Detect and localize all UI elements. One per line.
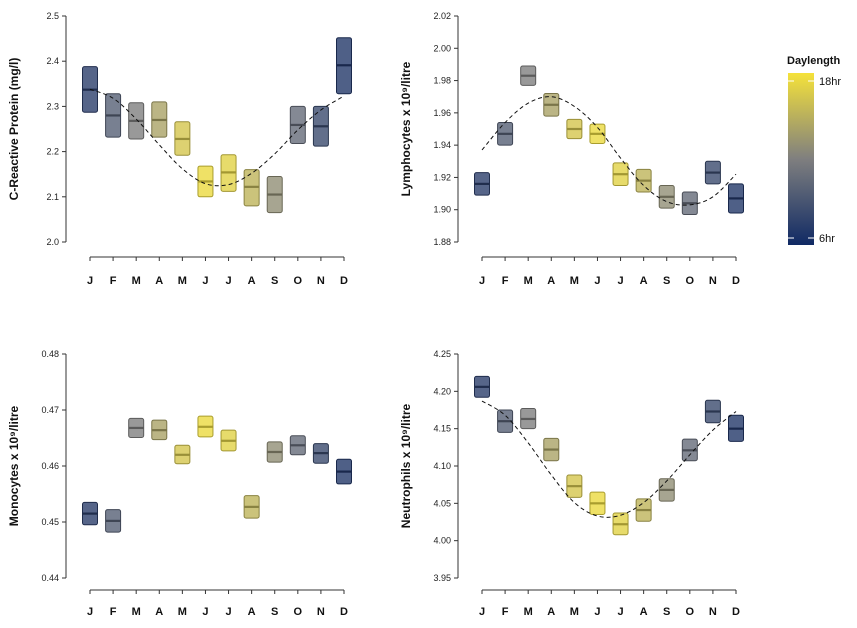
- y-axis-label: Lymphocytes x 10⁹/litre: [399, 61, 413, 196]
- y-tick-label: 4.00: [433, 536, 451, 546]
- panel-2: 1.88 1.90 1.92 1.94 1.96 1.98 2.00 2.02 Lymphocy…: [399, 11, 744, 287]
- month-label: A: [640, 275, 648, 287]
- month-label: M: [178, 275, 187, 287]
- y-tick-label: 1.96: [433, 108, 451, 118]
- fitted-curve: [89, 88, 345, 187]
- y-tick-label: 0.44: [41, 573, 59, 583]
- y-tick-label: 0.47: [41, 405, 59, 415]
- month-label: J: [479, 275, 485, 287]
- y-tick-label: 4.25: [433, 349, 451, 359]
- fitted-curve: [481, 400, 737, 518]
- month-label: A: [155, 275, 163, 287]
- month-label: D: [732, 606, 740, 618]
- month-label: A: [547, 275, 555, 287]
- month-label: D: [340, 275, 348, 287]
- month-label: S: [271, 275, 278, 287]
- y-tick-label: 0.45: [41, 517, 59, 527]
- fitted-curve: [481, 96, 737, 206]
- month-label: N: [709, 275, 717, 287]
- y-tick-label: 4.15: [433, 424, 451, 434]
- month-label: M: [570, 606, 579, 618]
- legend-title: Daylength: [787, 55, 840, 67]
- y-tick-label: 0.48: [41, 349, 59, 359]
- month-label: M: [178, 606, 187, 618]
- month-label: F: [502, 275, 509, 287]
- month-label: A: [155, 606, 163, 618]
- month-label: A: [248, 275, 256, 287]
- y-tick-label: 4.05: [433, 498, 451, 508]
- month-label: S: [271, 606, 278, 618]
- y-tick-label: 2.4: [46, 56, 59, 66]
- legend-colorbar: [788, 73, 814, 245]
- y-tick-label: 2.02: [433, 11, 451, 21]
- month-label: F: [110, 606, 117, 618]
- month-label: O: [686, 606, 695, 618]
- y-tick-label: 4.10: [433, 461, 451, 471]
- legend-low-label: 6hr: [819, 233, 835, 245]
- month-label: F: [110, 275, 117, 287]
- y-tick-label: 1.88: [433, 237, 451, 247]
- month-label: N: [709, 606, 717, 618]
- month-label: J: [617, 606, 623, 618]
- month-label: J: [594, 606, 600, 618]
- month-label: N: [317, 275, 325, 287]
- month-label: D: [340, 606, 348, 618]
- month-label: A: [640, 606, 648, 618]
- month-label: J: [594, 275, 600, 287]
- month-label: M: [570, 275, 579, 287]
- month-label: J: [479, 606, 485, 618]
- y-tick-label: 1.98: [433, 76, 451, 86]
- y-tick-label: 2.5: [46, 11, 59, 21]
- panel-1: 2.0 2.1 2.2 2.3 2.4 2.5 C-Reactive Protein (mg…: [7, 11, 352, 287]
- y-tick-label: 1.92: [433, 172, 451, 182]
- panel-4: 3.95 4.00 4.05 4.10 4.15 4.20 4.25 Neutrophils …: [399, 349, 744, 618]
- month-label: O: [686, 275, 695, 287]
- month-label: J: [225, 275, 231, 287]
- y-tick-label: 3.95: [433, 573, 451, 583]
- y-axis-label: Neutrophils x 10⁹/litre: [399, 403, 413, 528]
- month-label: N: [317, 606, 325, 618]
- y-tick-label: 2.1: [46, 192, 59, 202]
- month-label: M: [524, 275, 533, 287]
- month-label: M: [132, 606, 141, 618]
- month-label: M: [524, 606, 533, 618]
- month-label: J: [202, 275, 208, 287]
- y-axis-label: C-Reactive Protein (mg/l): [7, 58, 21, 201]
- month-label: S: [663, 606, 670, 618]
- daylength-legend: Daylength 18hr 6hr: [787, 55, 841, 245]
- y-tick-label: 1.90: [433, 205, 451, 215]
- month-label: J: [87, 275, 93, 287]
- legend-high-label: 18hr: [819, 76, 841, 88]
- panel-3: 0.44 0.45 0.46 0.47 0.48 Monocytes x 10⁹/litr…: [7, 349, 352, 618]
- month-label: J: [225, 606, 231, 618]
- month-label: O: [294, 606, 303, 618]
- y-tick-label: 2.3: [46, 101, 59, 111]
- month-label: S: [663, 275, 670, 287]
- month-label: A: [547, 606, 555, 618]
- month-label: O: [294, 275, 303, 287]
- month-label: A: [248, 606, 256, 618]
- y-tick-label: 2.00: [433, 43, 451, 53]
- month-label: D: [732, 275, 740, 287]
- month-label: F: [502, 606, 509, 618]
- month-label: J: [202, 606, 208, 618]
- y-tick-label: 2.2: [46, 147, 59, 157]
- y-tick-label: 4.20: [433, 386, 451, 396]
- month-label: J: [617, 275, 623, 287]
- y-tick-label: 2.0: [46, 237, 59, 247]
- y-axis-label: Monocytes x 10⁹/litre: [7, 405, 21, 526]
- y-tick-label: 0.46: [41, 461, 59, 471]
- y-tick-label: 1.94: [433, 140, 451, 150]
- month-label: M: [132, 275, 141, 287]
- month-label: J: [87, 606, 93, 618]
